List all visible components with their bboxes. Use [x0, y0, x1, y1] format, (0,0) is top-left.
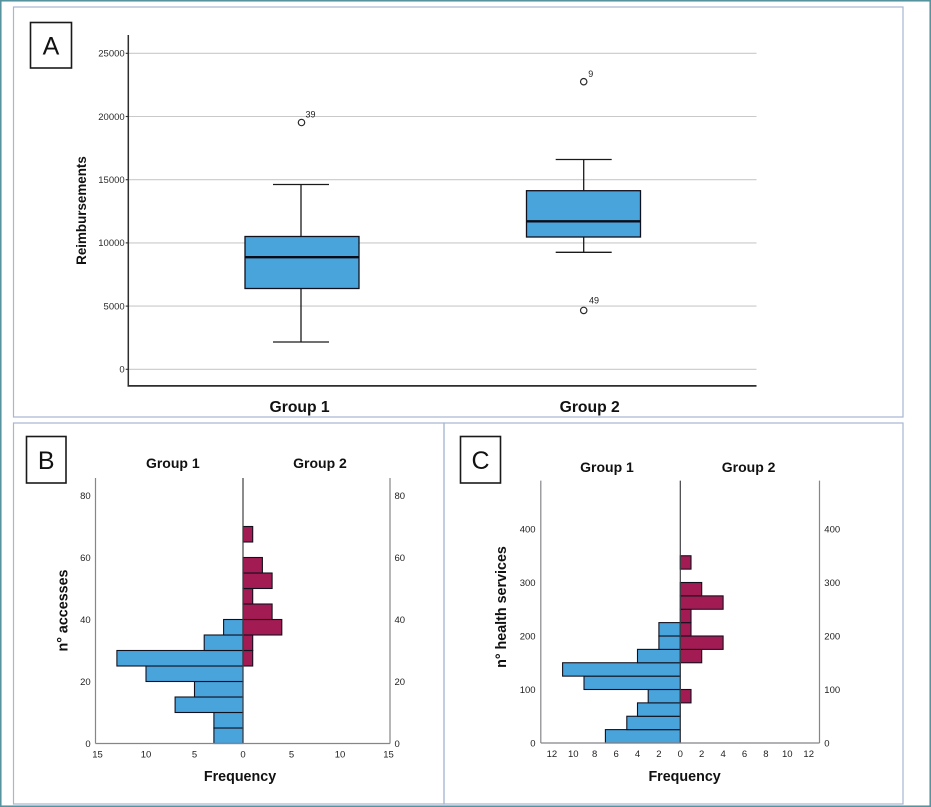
svg-text:0: 0 [824, 738, 829, 749]
svg-text:Group 1: Group 1 [270, 399, 330, 416]
svg-text:n° accesses: n° accesses [55, 569, 71, 651]
svg-text:Frequency: Frequency [204, 769, 276, 785]
svg-text:15: 15 [92, 750, 103, 761]
svg-text:6: 6 [742, 749, 747, 760]
svg-text:0: 0 [85, 739, 90, 750]
svg-text:A: A [43, 32, 60, 60]
svg-text:100: 100 [824, 685, 840, 696]
svg-text:20: 20 [80, 677, 91, 688]
svg-text:Group 2: Group 2 [722, 459, 776, 475]
svg-text:100: 100 [520, 685, 536, 696]
svg-text:6: 6 [613, 749, 618, 760]
svg-text:10: 10 [141, 750, 152, 761]
svg-text:25000: 25000 [98, 49, 124, 60]
svg-text:10: 10 [335, 750, 346, 761]
svg-text:10: 10 [568, 749, 579, 760]
svg-text:80: 80 [80, 491, 91, 502]
svg-text:40: 40 [395, 615, 406, 626]
svg-text:4: 4 [635, 749, 640, 760]
svg-text:0: 0 [395, 739, 400, 750]
svg-text:2: 2 [699, 749, 704, 760]
svg-text:200: 200 [824, 631, 840, 642]
svg-text:8: 8 [763, 749, 768, 760]
svg-text:15000: 15000 [98, 175, 124, 186]
svg-text:300: 300 [824, 578, 840, 589]
svg-text:60: 60 [395, 553, 406, 564]
svg-text:n° health services: n° health services [494, 546, 510, 668]
svg-text:40: 40 [80, 615, 91, 626]
svg-text:Group 2: Group 2 [560, 399, 620, 416]
svg-text:5000: 5000 [104, 301, 125, 312]
svg-text:400: 400 [520, 524, 536, 535]
svg-text:8: 8 [592, 749, 597, 760]
svg-text:Group 1: Group 1 [146, 455, 200, 471]
svg-text:400: 400 [824, 524, 840, 535]
svg-text:9: 9 [588, 69, 593, 79]
svg-text:49: 49 [589, 296, 599, 306]
svg-text:B: B [38, 447, 55, 475]
svg-text:0: 0 [240, 750, 245, 761]
svg-text:Group 1: Group 1 [580, 459, 634, 475]
svg-text:300: 300 [520, 578, 536, 589]
svg-text:0: 0 [119, 365, 124, 376]
svg-text:80: 80 [395, 491, 406, 502]
svg-text:4: 4 [720, 749, 725, 760]
svg-text:200: 200 [520, 631, 536, 642]
svg-text:Group 2: Group 2 [293, 455, 347, 471]
svg-text:5: 5 [192, 750, 197, 761]
svg-text:20000: 20000 [98, 112, 124, 123]
svg-text:15: 15 [383, 750, 394, 761]
svg-text:2: 2 [656, 749, 661, 760]
svg-text:0: 0 [530, 738, 535, 749]
svg-text:Reimbursements: Reimbursements [74, 156, 89, 265]
svg-text:12: 12 [547, 749, 558, 760]
svg-text:20: 20 [395, 677, 406, 688]
svg-text:C: C [471, 447, 489, 475]
svg-text:Frequency: Frequency [648, 769, 720, 785]
svg-text:12: 12 [803, 749, 814, 760]
svg-text:60: 60 [80, 553, 91, 564]
svg-text:10: 10 [782, 749, 793, 760]
svg-text:39: 39 [306, 110, 316, 120]
svg-text:0: 0 [678, 749, 683, 760]
svg-text:10000: 10000 [98, 238, 124, 249]
svg-text:5: 5 [289, 750, 294, 761]
